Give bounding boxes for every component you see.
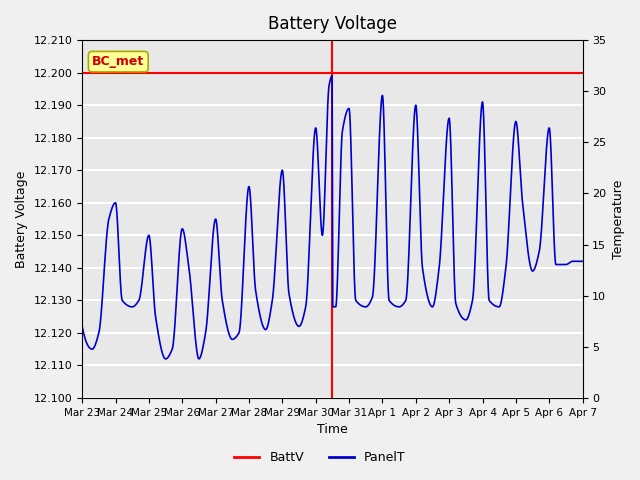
Title: Battery Voltage: Battery Voltage [268,15,397,33]
Legend: BattV, PanelT: BattV, PanelT [229,446,411,469]
Text: BC_met: BC_met [92,55,145,68]
Y-axis label: Temperature: Temperature [612,180,625,259]
Y-axis label: Battery Voltage: Battery Voltage [15,170,28,268]
X-axis label: Time: Time [317,423,348,436]
